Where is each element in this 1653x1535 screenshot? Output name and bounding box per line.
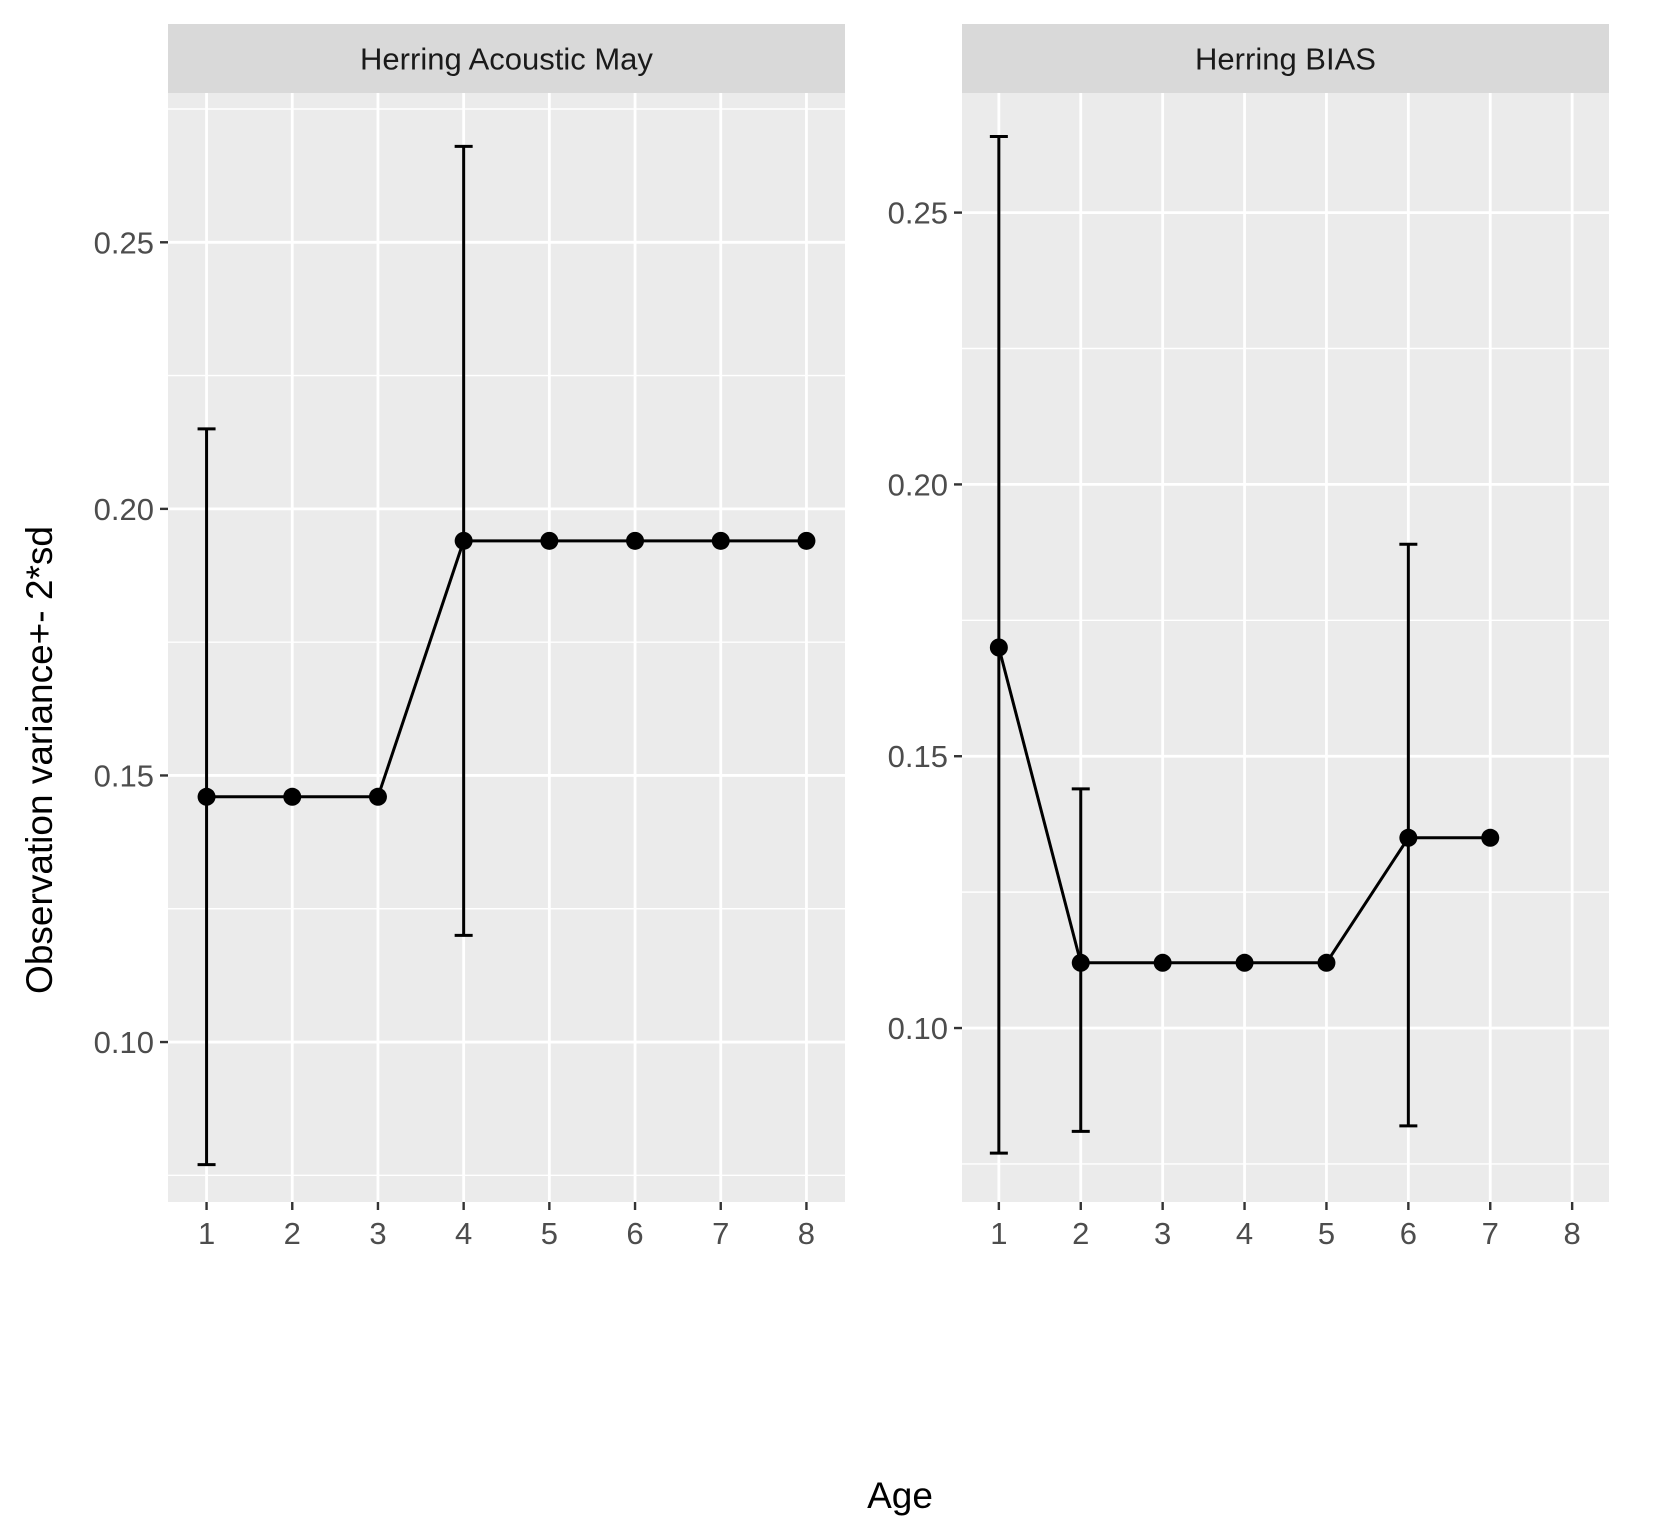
x-tick-label: 5: [1318, 1216, 1335, 1251]
y-tick-label: 0.15: [94, 758, 154, 793]
x-tick-label: 7: [1482, 1216, 1499, 1251]
data-point: [1235, 953, 1254, 972]
y-axis-title: Observation variance+- 2*sd: [19, 526, 60, 994]
x-tick-label: 8: [798, 1216, 815, 1251]
data-point: [711, 531, 730, 550]
data-point: [540, 531, 559, 550]
y-tick-label: 0.15: [888, 739, 948, 774]
x-tick-label: 4: [455, 1216, 472, 1251]
panel-2: Herring BIAS 0.10 0.15 0.20 0.25 1 2 3 4 5 6 7 8: [888, 24, 1609, 1251]
x-tick-label: 8: [1564, 1216, 1581, 1251]
data-point: [1153, 953, 1172, 972]
x-tick-label: 2: [1072, 1216, 1089, 1251]
panel-background: [962, 93, 1609, 1202]
x-tick-label: 6: [626, 1216, 643, 1251]
x-tick-label: 2: [284, 1216, 301, 1251]
x-tick-label: 3: [1154, 1216, 1171, 1251]
x-tick-label: 4: [1236, 1216, 1253, 1251]
facet-strip-label: Herring BIAS: [1195, 42, 1376, 77]
x-tick-label: 3: [369, 1216, 386, 1251]
x-tick-label: 1: [990, 1216, 1007, 1251]
facet-strip-label: Herring Acoustic May: [360, 42, 653, 77]
series-line: [206, 539, 807, 799]
y-tick-label: 0.25: [888, 196, 948, 231]
x-axis-title: Age: [867, 1475, 933, 1516]
x-tick-label: 6: [1400, 1216, 1417, 1251]
data-point: [368, 787, 387, 806]
data-point: [989, 638, 1008, 657]
x-tick-label: 7: [712, 1216, 729, 1251]
panel-background: [168, 93, 845, 1202]
data-point: [454, 531, 473, 550]
panel-1: Herring Acoustic May 0.10 0.15 0.20 0.25 1 2 3 4…: [94, 24, 845, 1251]
data-point: [1399, 828, 1418, 847]
data-point: [797, 531, 816, 550]
data-point: [197, 787, 216, 806]
data-point: [1317, 953, 1336, 972]
facet-strip: [168, 24, 845, 93]
y-tick-label: 0.25: [94, 225, 154, 260]
facet-strip: [962, 24, 1609, 93]
y-tick-label: 0.10: [94, 1025, 154, 1060]
y-tick-label: 0.10: [888, 1011, 948, 1046]
data-point: [1481, 828, 1500, 847]
data-point: [283, 787, 302, 806]
y-tick-label: 0.20: [888, 467, 948, 502]
x-tick-label: 5: [541, 1216, 558, 1251]
data-point: [626, 531, 645, 550]
y-tick-label: 0.20: [94, 492, 154, 527]
x-tick-label: 1: [198, 1216, 215, 1251]
data-point: [1071, 953, 1090, 972]
